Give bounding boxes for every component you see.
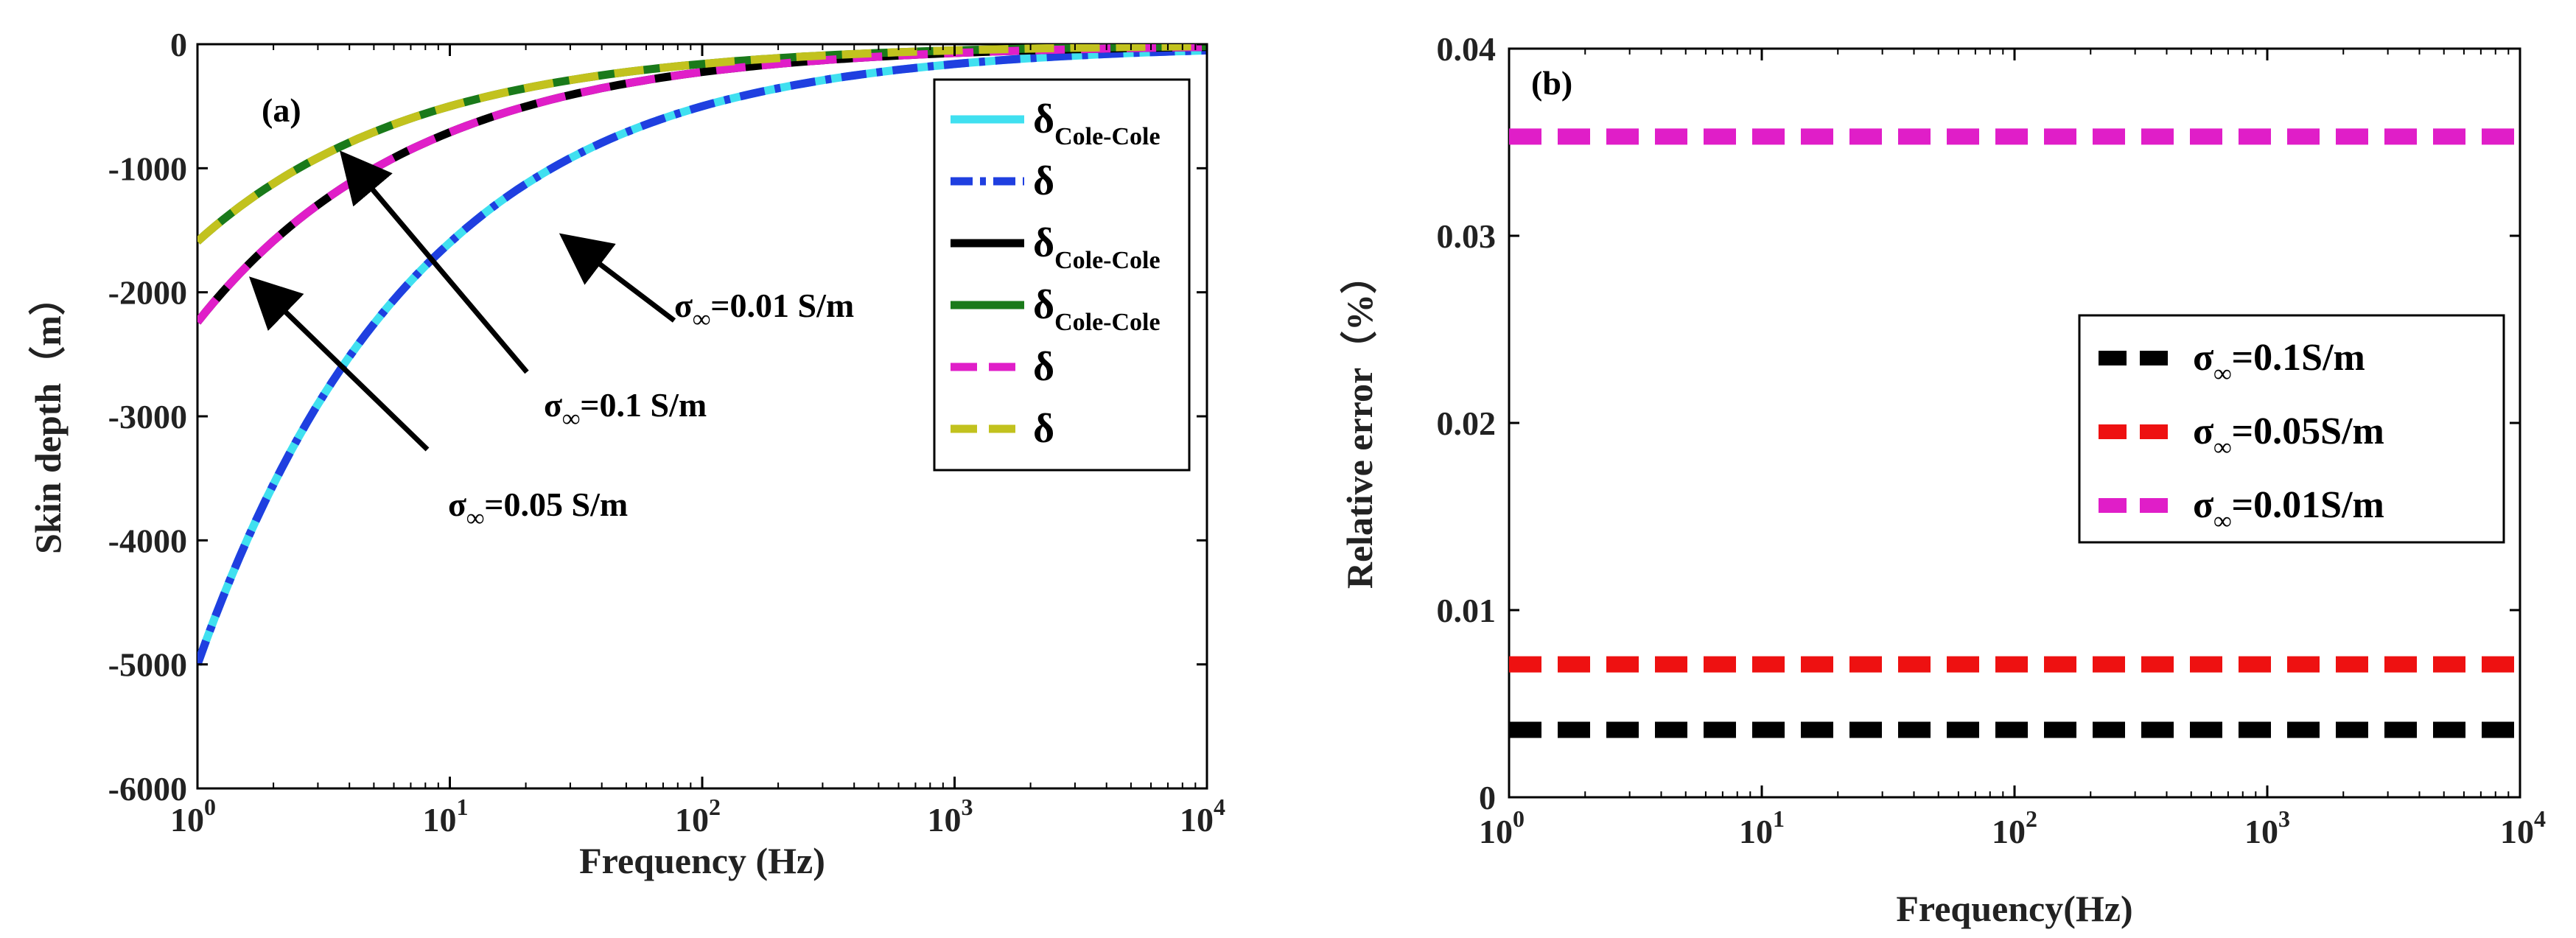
chart-b-ylabel: Relative error（%） bbox=[1339, 257, 1380, 589]
annotation-arrow-0.1 bbox=[339, 150, 529, 374]
chart-a-ytick-label: -6000 bbox=[108, 770, 187, 808]
chart-b-xtick-label: 101 bbox=[1739, 805, 1785, 850]
chart-b-panel-label: (b) bbox=[1531, 64, 1572, 102]
chart-b-ytick-label: 0.02 bbox=[1437, 405, 1497, 442]
chart-a-ytick-label: -2000 bbox=[108, 274, 187, 312]
chart-b-xtick-label: 103 bbox=[2244, 805, 2290, 850]
chart-a-ytick-label: -4000 bbox=[108, 522, 187, 559]
chart-a-xtick-label: 100 bbox=[170, 794, 216, 839]
chart-a-legend-label: δ bbox=[1033, 158, 1054, 204]
chart-b-xlabel: Frequency(Hz) bbox=[1896, 888, 2132, 929]
chart-a-xtick-label: 101 bbox=[423, 794, 469, 839]
chart-a-xlabel: Frequency (Hz) bbox=[579, 840, 825, 881]
chart-b-xtick-label: 102 bbox=[1992, 805, 2037, 850]
chart-a-ytick-label: -5000 bbox=[108, 646, 187, 684]
chart-a-xtick-label: 103 bbox=[928, 794, 973, 839]
chart-a-ytick-label: -1000 bbox=[108, 150, 187, 187]
chart-a-xtick-label: 104 bbox=[1180, 794, 1225, 839]
chart-b: 0 0.01 0.02 0.03 0.04 100 101 102 103 104 (b) σ∞… bbox=[1339, 30, 2546, 929]
chart-a-ytick-label: -3000 bbox=[108, 398, 187, 435]
chart-a-legend-label: δCole-Cole bbox=[1033, 220, 1161, 274]
chart-b-xtick-label: 104 bbox=[2500, 805, 2546, 850]
chart-a-legend-label: δCole-Cole bbox=[1033, 282, 1161, 336]
chart-a-series-line bbox=[197, 44, 1207, 245]
annotation-arrow-0.05 bbox=[248, 276, 430, 452]
chart-a-ylabel: Skin depth（m） bbox=[27, 279, 69, 554]
chart-a-xtick-label: 102 bbox=[675, 794, 721, 839]
chart-a-legend-label: δCole-Cole bbox=[1033, 97, 1161, 150]
annotation-sigma-0.01: σ∞=0.01 S/m bbox=[674, 287, 854, 333]
annotation-arrow-0.01 bbox=[559, 233, 676, 323]
chart-a-series-line bbox=[197, 46, 1207, 666]
chart-b-xtick-label: 100 bbox=[1479, 805, 1525, 850]
chart-a-legend-label: δ bbox=[1033, 406, 1054, 452]
chart-b-legend-label: σ∞=0.01S/m bbox=[2193, 484, 2384, 535]
chart-b-legend: σ∞=0.1S/m σ∞=0.05S/m σ∞=0.01S/m bbox=[2078, 314, 2505, 544]
chart-a: 0 -1000 -2000 -3000 -4000 -5000 -6000 100 101 10… bbox=[27, 26, 1225, 881]
chart-b-ytick-label: 0 bbox=[1479, 779, 1496, 816]
chart-b-ytick-label: 0.03 bbox=[1437, 217, 1497, 255]
chart-b-ytick-label: 0.04 bbox=[1437, 30, 1497, 68]
chart-b-ytick-label: 0.01 bbox=[1437, 592, 1497, 629]
chart-a-ytick-label: 0 bbox=[170, 26, 187, 63]
chart-a-legend-box bbox=[933, 78, 1191, 472]
chart-b-legend-label: σ∞=0.1S/m bbox=[2193, 337, 2365, 388]
annotation-sigma-0.05: σ∞=0.05 S/m bbox=[448, 486, 628, 532]
chart-a-legend-label: δ bbox=[1033, 344, 1054, 390]
chart-b-legend-label: σ∞=0.05S/m bbox=[2193, 410, 2384, 461]
chart-a-annotations: σ∞=0.01 S/m σ∞=0.1 S/m σ∞=0.05 S/m bbox=[248, 150, 854, 532]
annotation-sigma-0.1: σ∞=0.1 S/m bbox=[544, 386, 707, 433]
chart-a-panel-label: (a) bbox=[262, 91, 301, 129]
